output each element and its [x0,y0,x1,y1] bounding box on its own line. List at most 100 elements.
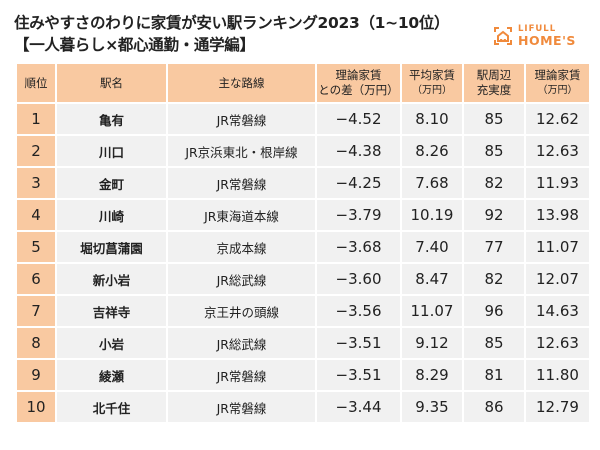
rank-cell: 4 [15,198,57,232]
line-cell: JR常磐線 [166,390,317,424]
header-label: 順位 [24,75,48,90]
amenity-cell: 82 [462,166,526,200]
header-label: 主な路線 [218,75,265,90]
rank-cell: 5 [15,230,57,264]
amenity-cell: 85 [462,326,526,360]
logo-text-top: LIFULL [518,24,557,34]
avg-rent-cell: 8.10 [400,102,464,136]
table-row: 2 川口 JR京浜東北・根岸線 −4.38 8.26 85 12.63 [15,134,591,168]
rent-diff-cell: −4.52 [315,102,402,136]
rent-diff-cell: −3.56 [315,294,402,328]
rank-cell: 7 [15,294,57,328]
theoretical-rent-cell: 12.62 [524,102,591,136]
rent-diff-cell: −3.44 [315,390,402,424]
theoretical-rent-cell: 12.79 [524,390,591,424]
table-row: 5 堀切菖蒲園 京成本線 −3.68 7.40 77 11.07 [15,230,591,264]
rent-diff-cell: −3.51 [315,358,402,392]
theoretical-rent-cell: 12.63 [524,134,591,168]
station-cell: 川口 [55,134,168,168]
lifull-homes-logo: LIFULL HOME'S [493,24,589,50]
rank-cell: 10 [15,390,57,424]
avg-rent-cell: 8.26 [400,134,464,168]
avg-rent-cell: 8.29 [400,358,464,392]
house-icon [494,27,512,45]
line-cell: 京王井の頭線 [166,294,317,328]
header-label: 理論家賃 [335,68,382,82]
header-station: 駅名 [55,62,168,104]
table-row: 1 亀有 JR常磐線 −4.52 8.10 85 12.62 [15,102,591,136]
avg-rent-cell: 9.12 [400,326,464,360]
avg-rent-cell: 9.35 [400,390,464,424]
header-label: 平均家賃 [409,68,455,82]
rank-cell: 8 [15,326,57,360]
theoretical-rent-cell: 11.93 [524,166,591,200]
rent-diff-cell: −3.60 [315,262,402,296]
header-label: 駅周辺 [476,68,512,82]
header-line: 主な路線 [166,62,317,104]
header-amenity: 駅周辺 充実度 [462,62,526,104]
title-line-2: 【一人暮らし×都心通勤・通学編】 [14,36,255,54]
table-row: 8 小岩 JR総武線 −3.51 9.12 85 12.63 [15,326,591,360]
header-rent-diff: 理論家賃 との差（万円） [315,62,402,104]
table-row: 9 綾瀬 JR常磐線 −3.51 8.29 81 11.80 [15,358,591,392]
amenity-cell: 92 [462,198,526,232]
station-cell: 金町 [55,166,168,200]
line-cell: JR東海道本線 [166,198,317,232]
table-row: 4 川崎 JR東海道本線 −3.79 10.19 92 13.98 [15,198,591,232]
line-cell: JR常磐線 [166,166,317,200]
amenity-cell: 85 [462,134,526,168]
line-cell: JR総武線 [166,326,317,360]
rent-diff-cell: −4.25 [315,166,402,200]
table-body: 1 亀有 JR常磐線 −4.52 8.10 85 12.62 2 川口 JR京浜東北・根岸線 −4.… [15,102,591,424]
theoretical-rent-cell: 13.98 [524,198,591,232]
line-cell: JR京浜東北・根岸線 [166,134,317,168]
theoretical-rent-cell: 14.63 [524,294,591,328]
rank-cell: 6 [15,262,57,296]
amenity-cell: 82 [462,262,526,296]
line-cell: 京成本線 [166,230,317,264]
avg-rent-cell: 11.07 [400,294,464,328]
rent-diff-cell: −3.51 [315,326,402,360]
table-header-row: 順位 駅名 主な路線 理論家賃 との差（万円） 平均家賃 （万円） 駅周辺 充実度 理論家賃 （万円… [15,62,591,104]
station-cell: 北千住 [55,390,168,424]
table-row: 10 北千住 JR常磐線 −3.44 9.35 86 12.79 [15,390,591,424]
table-row: 3 金町 JR常磐線 −4.25 7.68 82 11.93 [15,166,591,200]
title-line-1: 住みやすさのわりに家賃が安い駅ランキング2023（1~10位） [14,14,450,32]
amenity-cell: 81 [462,358,526,392]
station-cell: 綾瀬 [55,358,168,392]
line-cell: JR常磐線 [166,358,317,392]
rank-cell: 9 [15,358,57,392]
avg-rent-cell: 10.19 [400,198,464,232]
line-cell: JR総武線 [166,262,317,296]
station-cell: 川崎 [55,198,168,232]
rent-diff-cell: −3.79 [315,198,402,232]
theoretical-rent-cell: 11.80 [524,358,591,392]
station-cell: 堀切菖蒲園 [55,230,168,264]
theoretical-rent-cell: 12.07 [524,262,591,296]
header-sublabel: （万円） [412,85,452,96]
header-sublabel: 充実度 [476,83,512,97]
rank-cell: 2 [15,134,57,168]
logo-text-bottom: HOME'S [518,33,576,48]
header-sublabel: （万円） [537,85,578,96]
amenity-cell: 86 [462,390,526,424]
table-row: 6 新小岩 JR総武線 −3.60 8.47 82 12.07 [15,262,591,296]
header-theoretical-rent: 理論家賃 （万円） [524,62,591,104]
amenity-cell: 77 [462,230,526,264]
table-row: 7 吉祥寺 京王井の頭線 −3.56 11.07 96 14.63 [15,294,591,328]
station-cell: 小岩 [55,326,168,360]
rank-cell: 1 [15,102,57,136]
amenity-cell: 85 [462,102,526,136]
header-sublabel: との差（万円） [318,83,399,97]
avg-rent-cell: 7.68 [400,166,464,200]
station-cell: 吉祥寺 [55,294,168,328]
rent-diff-cell: −3.68 [315,230,402,264]
station-cell: 亀有 [55,102,168,136]
theoretical-rent-cell: 11.07 [524,230,591,264]
ranking-table: 順位 駅名 主な路線 理論家賃 との差（万円） 平均家賃 （万円） 駅周辺 充実度 理論家賃 （万円… [15,62,591,424]
rank-cell: 3 [15,166,57,200]
theoretical-rent-cell: 12.63 [524,326,591,360]
rent-diff-cell: −4.38 [315,134,402,168]
header-label: 理論家賃 [534,68,581,82]
header-label: 駅名 [100,75,123,90]
